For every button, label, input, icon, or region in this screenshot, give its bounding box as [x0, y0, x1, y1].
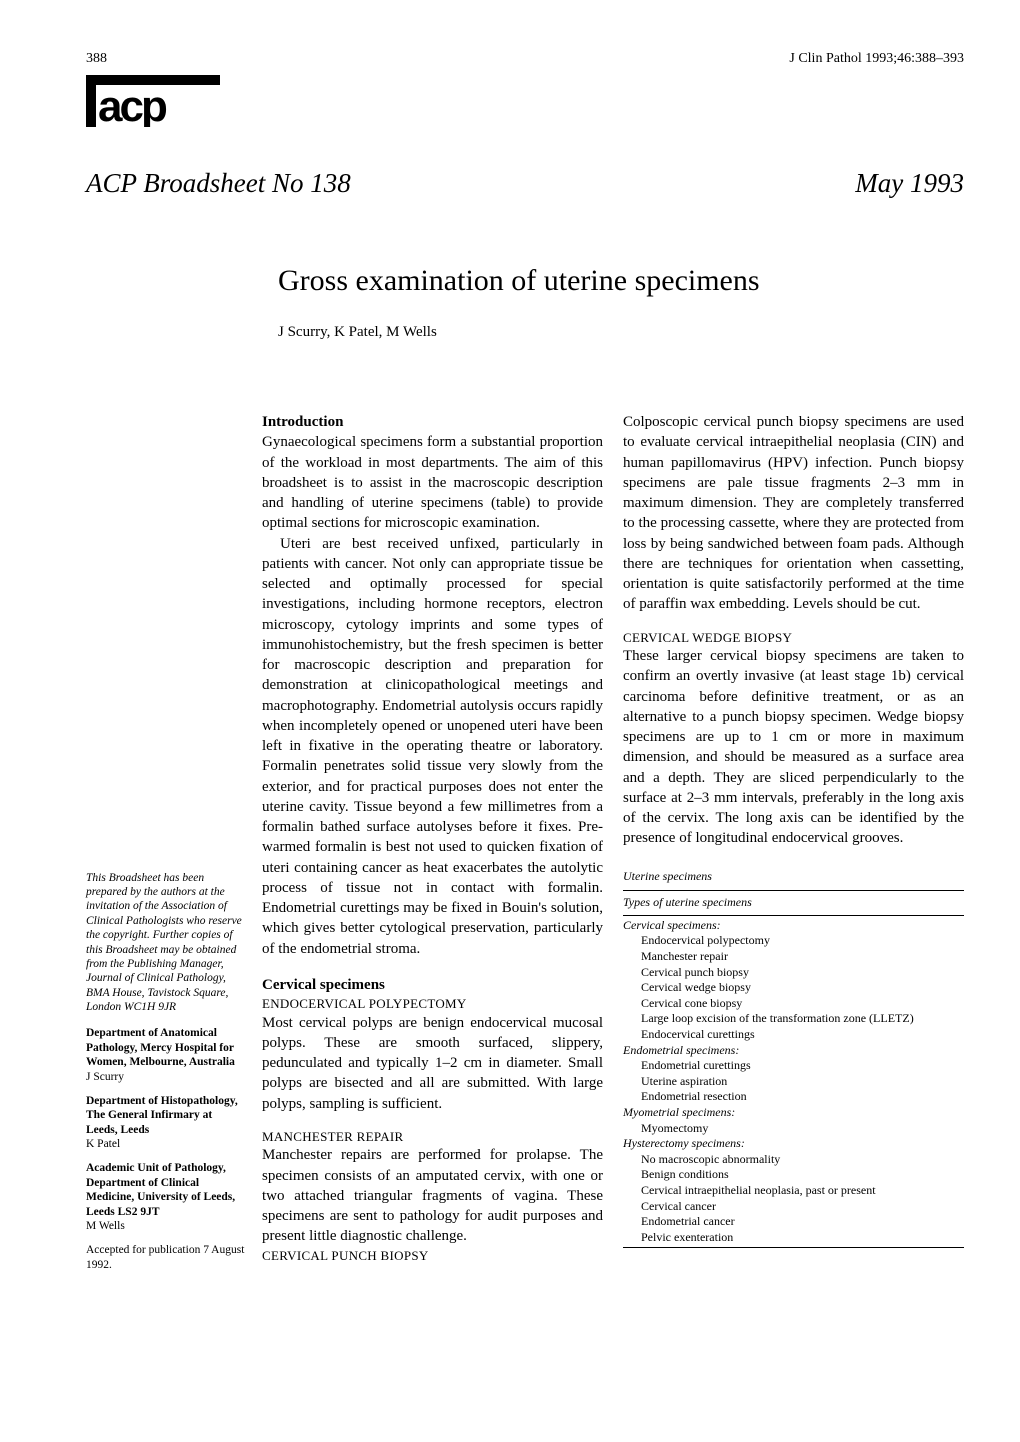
subsection-heading: MANCHESTER REPAIR: [262, 1128, 603, 1146]
subsection-heading: ENDOCERVICAL POLYPECTOMY: [262, 995, 603, 1013]
table-group-label: Endometrial specimens:: [623, 1043, 964, 1059]
table-item: Manchester repair: [623, 949, 964, 965]
table-rule: [623, 1247, 964, 1248]
accepted-date: Accepted for publication 7 August 1992.: [86, 1243, 246, 1272]
table-item: Uterine aspiration: [623, 1074, 964, 1090]
broadsheet-header: ACP Broadsheet No 138 May 1993: [86, 165, 964, 201]
acp-logo: acp: [86, 75, 964, 127]
table-item: Cervical wedge biopsy: [623, 980, 964, 996]
table-item: Cervical punch biopsy: [623, 965, 964, 981]
table-group-label: Myometrial specimens:: [623, 1105, 964, 1121]
sidebar: This Broadsheet has been prepared by the…: [86, 412, 262, 1272]
broadsheet-date: May 1993: [855, 165, 964, 201]
table-item: Pelvic exenteration: [623, 1230, 964, 1246]
subsection-heading: CERVICAL WEDGE BIOPSY: [623, 629, 964, 647]
subsection-heading: CERVICAL PUNCH BIOPSY: [262, 1247, 603, 1265]
spacer: [262, 959, 603, 975]
table-group-label: Cervical specimens:: [623, 918, 964, 934]
broadsheet-number: ACP Broadsheet No 138: [86, 165, 351, 201]
affiliation: Department of Anatomical Pathology, Merc…: [86, 1026, 246, 1084]
body-paragraph: Gynaecological specimens form a substant…: [262, 432, 603, 533]
page-number: 388: [86, 50, 107, 69]
affiliation-author: K Patel: [86, 1137, 246, 1151]
table-item: Endometrial resection: [623, 1089, 964, 1105]
affiliation-author: M Wells: [86, 1219, 246, 1233]
copyright-note: This Broadsheet has been prepared by the…: [86, 871, 246, 1015]
table-item: No macroscopic abnormality: [623, 1152, 964, 1168]
table-rule: [623, 915, 964, 916]
copyright-side-notice: J Clin Pathol: first published as 10.113…: [990, 0, 1010, 140]
content-area: This Broadsheet has been prepared by the…: [86, 412, 964, 1272]
table-item: Endocervical polypectomy: [623, 933, 964, 949]
section-heading-introduction: Introduction: [262, 412, 603, 432]
section-heading-cervical: Cervical specimens: [262, 975, 603, 995]
body-paragraph: Most cervical polyps are benign endocerv…: [262, 1013, 603, 1114]
table-item: Endometrial curettings: [623, 1058, 964, 1074]
affiliation-author: J Scurry: [86, 1070, 246, 1084]
page: 388 J Clin Pathol 1993;46:388–393 acp AC…: [0, 0, 1020, 1442]
table-item: Cervical cone biopsy: [623, 996, 964, 1012]
svg-text:acp: acp: [98, 82, 167, 127]
table-rule: [623, 890, 964, 891]
affiliation-dept: Academic Unit of Pathology, Department o…: [86, 1161, 246, 1219]
article-authors: J Scurry, K Patel, M Wells: [278, 322, 964, 342]
table-item: Large loop excision of the transformatio…: [623, 1011, 964, 1027]
body-paragraph: These larger cervical biopsy specimens a…: [623, 646, 964, 849]
table-item: Benign conditions: [623, 1167, 964, 1183]
table-title: Uterine specimens: [623, 869, 964, 885]
table-subtitle: Types of uterine specimens: [623, 895, 964, 911]
affiliation: Academic Unit of Pathology, Department o…: [86, 1161, 246, 1233]
acp-logo-icon: acp: [86, 75, 220, 127]
specimen-table: Uterine specimens Types of uterine speci…: [623, 869, 964, 1249]
table-item: Cervical intraepithelial neoplasia, past…: [623, 1183, 964, 1199]
body-columns: Introduction Gynaecological specimens fo…: [262, 412, 964, 1272]
table-item: Endocervical curettings: [623, 1027, 964, 1043]
table-body: Cervical specimens:Endocervical polypect…: [623, 918, 964, 1245]
table-item: Endometrial cancer: [623, 1214, 964, 1230]
table-item: Cervical cancer: [623, 1199, 964, 1215]
table-group-label: Hysterectomy specimens:: [623, 1136, 964, 1152]
running-head: 388 J Clin Pathol 1993;46:388–393: [86, 50, 964, 69]
affiliation: Department of Histopathology, The Genera…: [86, 1094, 246, 1152]
journal-citation: J Clin Pathol 1993;46:388–393: [789, 50, 964, 69]
body-paragraph: Manchester repairs are performed for pro…: [262, 1145, 603, 1246]
body-paragraph: Colposcopic cervical punch biopsy specim…: [623, 412, 964, 615]
affiliation-dept: Department of Anatomical Pathology, Merc…: [86, 1026, 246, 1069]
article-title: Gross examination of uterine specimens: [278, 261, 964, 302]
affiliation-dept: Department of Histopathology, The Genera…: [86, 1094, 246, 1137]
body-paragraph: Uteri are best received unfixed, particu…: [262, 534, 603, 959]
table-item: Myomectomy: [623, 1121, 964, 1137]
